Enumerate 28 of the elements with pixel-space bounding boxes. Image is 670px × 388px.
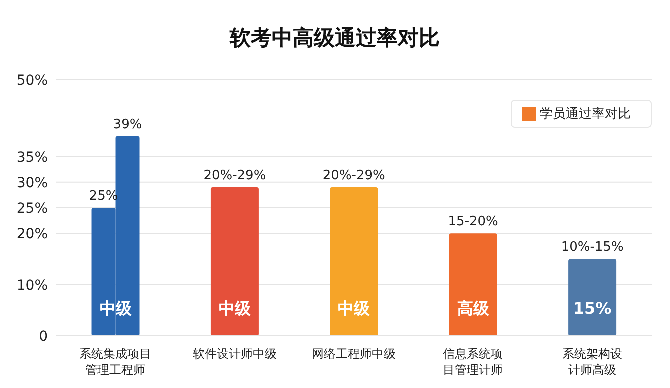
- x-tick-label: 系统集成项目管理工程师: [80, 347, 152, 377]
- bar: [330, 188, 378, 336]
- x-tick-label: 系统架构设计师高级: [562, 347, 622, 377]
- legend-label: 学员通过率对比: [540, 107, 631, 122]
- annotation: 15%: [573, 299, 612, 318]
- x-tick-label: 网络工程师中级: [312, 347, 396, 361]
- data-label: 39%: [113, 117, 142, 132]
- y-tick-label: 50%: [16, 72, 48, 89]
- y-tick-label: 35%: [16, 150, 48, 166]
- y-tick-label: 30%: [16, 175, 48, 192]
- chart-title: 软考中高级通过率对比: [228, 25, 441, 52]
- y-tick-label: 20%: [16, 226, 48, 243]
- annotation: 20%-29%: [204, 168, 266, 184]
- bar: [210, 188, 259, 336]
- annotation: 20%-29%: [322, 168, 386, 184]
- bar: [449, 234, 498, 336]
- annotation: 中级: [338, 299, 372, 318]
- annotation: 中级: [100, 299, 133, 318]
- annotation: 高级: [457, 299, 490, 318]
- y-tick-label: 10%: [16, 278, 48, 294]
- y-tick-label: 25%: [16, 200, 48, 217]
- annotation: 中级: [218, 299, 252, 318]
- annotation: 15-20%: [448, 214, 498, 230]
- annotation: 10%-15%: [561, 240, 624, 256]
- y-tick-label: 0: [39, 328, 48, 345]
- x-tick-label: 信息系统项目管理计师: [443, 347, 504, 377]
- x-tick-label: 软件设计师中级: [192, 347, 277, 361]
- bar: [568, 259, 617, 336]
